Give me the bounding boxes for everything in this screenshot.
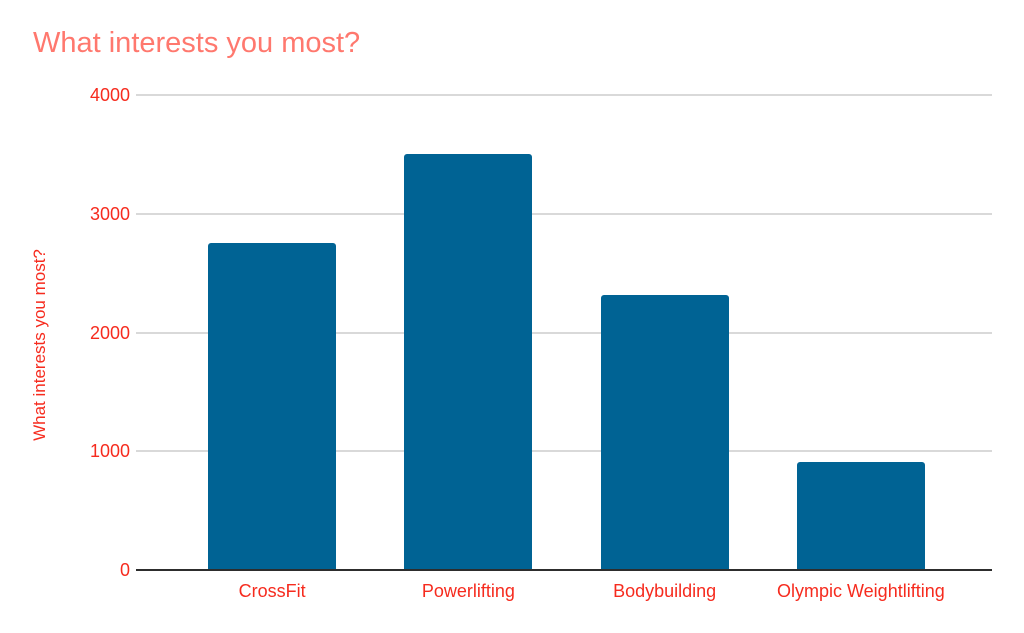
bar-olympic-weightlifting <box>796 461 925 570</box>
bar-crossfit <box>208 243 337 570</box>
y-tick-label-4000: 4000 <box>89 85 130 105</box>
gridline-4000 <box>136 94 992 96</box>
y-tick-label-0: 0 <box>119 560 130 580</box>
chart-title: What interests you most? <box>33 27 361 59</box>
gridline-1000 <box>136 450 992 453</box>
gridline-2000 <box>136 331 992 334</box>
y-tick-label-1000: 1000 <box>89 441 130 462</box>
x-tick-label-crossfit: CrossFit <box>238 581 306 601</box>
y-tick-label-2000: 2000 <box>89 322 130 343</box>
bar-bodybuilding <box>600 294 729 570</box>
x-tick-label-powerlifting: Powerlifting <box>421 581 515 601</box>
plot-area <box>136 94 992 571</box>
x-tick-label-olympic-weightlifting: Olympic Weightlifting <box>777 581 945 601</box>
bar-powerlifting <box>404 154 533 570</box>
gridline-3000 <box>136 212 992 215</box>
x-axis-line <box>136 569 992 571</box>
y-tick-label-3000: 3000 <box>89 203 130 224</box>
x-tick-label-bodybuilding: Bodybuilding <box>613 581 717 601</box>
y-axis-title: What interests you most? <box>30 249 49 441</box>
